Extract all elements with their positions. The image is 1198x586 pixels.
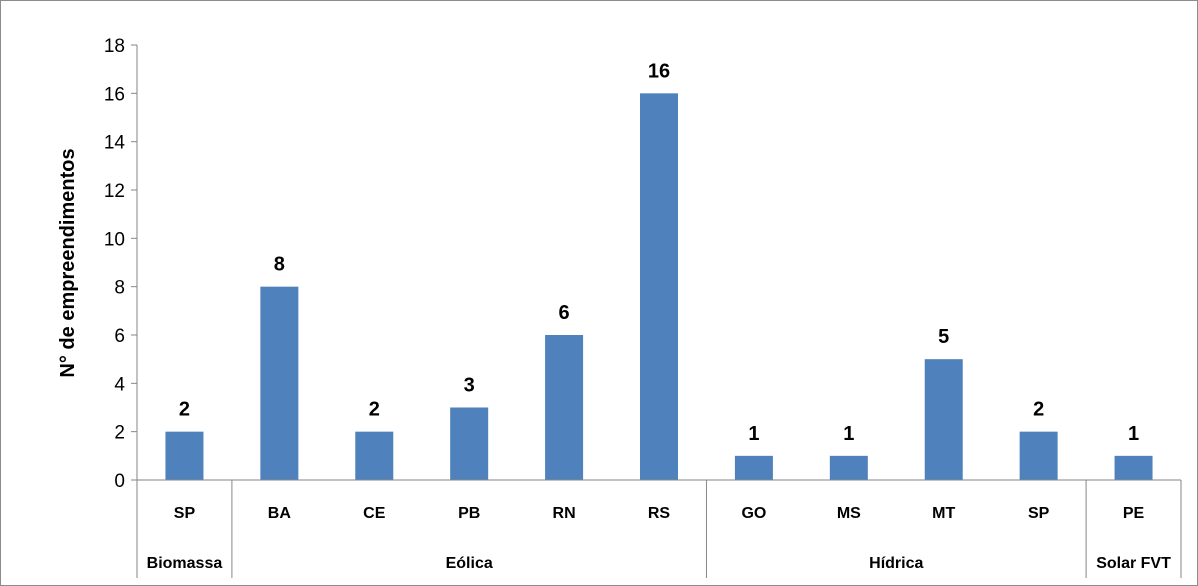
y-tick-label: 6 xyxy=(114,326,125,347)
category-label: RS xyxy=(648,505,671,522)
bar xyxy=(1019,431,1058,480)
data-label: 5 xyxy=(938,326,949,348)
y-tick-label: 16 xyxy=(104,84,125,105)
category-label: PE xyxy=(1123,505,1145,522)
data-label: 2 xyxy=(369,399,380,421)
y-tick-label: 2 xyxy=(114,423,125,444)
bar xyxy=(355,431,394,480)
category-label: RN xyxy=(553,505,576,522)
data-label: 6 xyxy=(559,302,570,324)
bar xyxy=(165,431,204,480)
bars: 2 8 2 3 6 16 1 1 5 2 1 xyxy=(165,60,1153,480)
data-label: 8 xyxy=(274,254,285,276)
data-label: 16 xyxy=(648,60,670,82)
data-label: 3 xyxy=(464,375,475,397)
y-tick-label: 12 xyxy=(104,181,125,202)
y-axis: 0 2 4 6 8 10 12 14 16 18 xyxy=(104,36,138,492)
group-label: Biomassa xyxy=(147,555,223,572)
y-tick-label: 10 xyxy=(104,229,125,250)
category-label: SP xyxy=(1028,505,1050,522)
bar xyxy=(450,407,489,480)
bar xyxy=(545,335,584,480)
group-label: Solar FVT xyxy=(1096,555,1171,572)
category-label: CE xyxy=(363,505,386,522)
data-label: 2 xyxy=(179,399,190,421)
x-axis: SP BA CE PB RN RS GO MS MT SP PE Biomassa Eólica Hídr… xyxy=(136,479,1182,578)
bar xyxy=(829,455,868,480)
data-label: 2 xyxy=(1033,399,1044,421)
group-label: Hídrica xyxy=(869,555,923,572)
category-label: SP xyxy=(174,505,196,522)
y-tick-label: 14 xyxy=(104,133,126,154)
data-label: 1 xyxy=(1128,423,1139,445)
y-tick-label: 0 xyxy=(114,471,125,492)
category-label: BA xyxy=(268,505,292,522)
bar xyxy=(260,286,299,480)
category-label: GO xyxy=(741,505,766,522)
y-tick-label: 4 xyxy=(114,374,125,395)
data-label: 1 xyxy=(748,423,759,445)
category-label: PB xyxy=(458,505,480,522)
data-label: 1 xyxy=(843,423,854,445)
y-tick-label: 18 xyxy=(104,36,125,57)
group-label: Eólica xyxy=(446,555,493,572)
category-label: MT xyxy=(932,505,955,522)
y-tick-label: 8 xyxy=(114,278,125,299)
y-axis-label: N° de empreendimentos xyxy=(57,148,79,377)
bar xyxy=(1114,455,1153,480)
bar xyxy=(924,359,963,480)
bar xyxy=(734,455,773,480)
category-label: MS xyxy=(837,505,861,522)
bar xyxy=(640,93,678,480)
